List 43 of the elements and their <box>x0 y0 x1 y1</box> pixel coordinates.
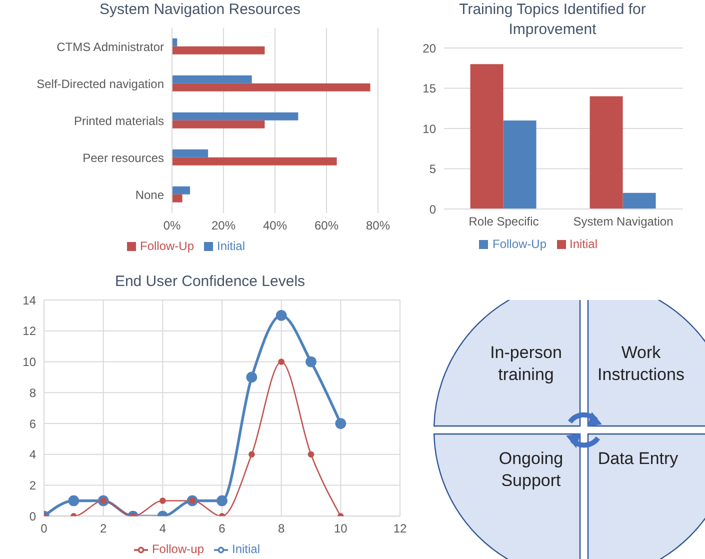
x-tick-label: 10 <box>334 522 348 536</box>
y-tick-label: 10 <box>22 355 36 370</box>
y-tick-label: CTMS Administrator <box>56 40 164 54</box>
y-tick-label: Self-Directed navigation <box>36 76 164 91</box>
y-tick-label: 12 <box>22 324 36 338</box>
y-tick-label: 5 <box>429 162 436 176</box>
x-tick-label: Role Specific <box>468 214 539 229</box>
x-tick-label: 12 <box>393 522 407 536</box>
x-tick-label: 80% <box>366 218 390 233</box>
y-tick-label: 4 <box>29 448 36 462</box>
x-tick-label: 40% <box>262 218 288 233</box>
chart-title: End User Confidence Levels <box>114 272 306 292</box>
y-tick-label: None <box>135 188 164 202</box>
legend-label: Initial <box>570 237 598 251</box>
x-tick-label: System Navigation <box>573 214 674 229</box>
y-tick-label: Peer resources <box>82 150 164 165</box>
y-tick-label: 0 <box>429 202 436 216</box>
x-tick-label: 6 <box>218 522 226 536</box>
legend-label: Initial <box>232 542 260 556</box>
x-tick-label: 0 <box>40 522 48 536</box>
y-tick-label: 0 <box>29 509 36 524</box>
x-tick-label: 0% <box>163 218 181 233</box>
legend-label: Follow-Up <box>140 239 194 253</box>
legend-label: Follow-up <box>152 542 204 556</box>
y-tick-label: 10 <box>422 122 436 136</box>
x-tick-label: 20% <box>211 218 236 233</box>
chart-title: System Navigation Resources <box>98 0 302 20</box>
y-tick-label: 8 <box>29 386 36 400</box>
y-tick-label: 6 <box>29 416 36 431</box>
text: Data Entry <box>596 448 680 470</box>
legend-label: Follow-Up <box>492 237 546 251</box>
y-tick-label: Printed materials <box>74 114 164 128</box>
x-tick-label: 8 <box>278 522 285 536</box>
y-tick-label: 14 <box>22 293 36 308</box>
text: In-person training <box>489 342 563 386</box>
chart-title: Training Topics Identified for Improvement <box>458 0 647 40</box>
text: Ongoing Support <box>498 448 564 492</box>
x-tick-label: 60% <box>314 218 339 233</box>
text: Work Instructions <box>596 342 686 386</box>
y-tick-label: 2 <box>29 478 36 493</box>
y-tick-label: 20 <box>422 41 436 56</box>
legend-label: Initial <box>217 239 246 253</box>
y-tick-label: 15 <box>422 82 436 96</box>
